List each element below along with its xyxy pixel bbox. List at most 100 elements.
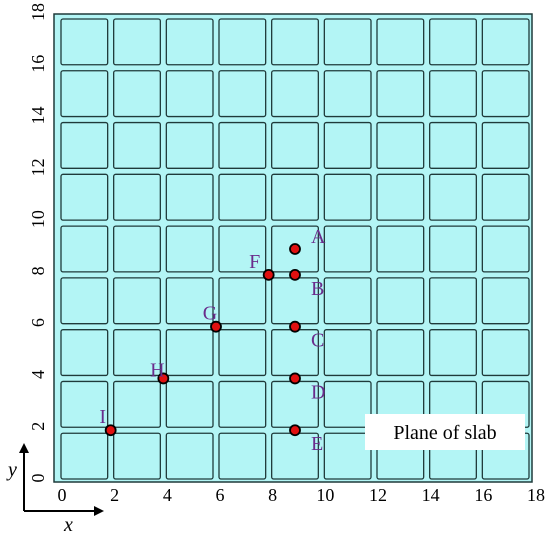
slab-cell — [218, 277, 267, 325]
slab-cell — [60, 277, 109, 325]
slab-cell — [481, 70, 530, 118]
slab-cell — [218, 225, 267, 273]
point-d-label: D — [311, 381, 325, 403]
slab-cell — [271, 121, 319, 169]
slab-cell — [271, 70, 319, 118]
y-axis-letter: y — [6, 459, 17, 481]
slab-cell — [481, 329, 530, 377]
slab-cell — [113, 380, 161, 428]
x-tick-label: 12 — [369, 485, 387, 505]
slab-cell — [113, 70, 161, 118]
slab-cell — [165, 380, 214, 428]
axes-indicator: x y — [6, 443, 104, 536]
y-tick-label: 12 — [28, 158, 48, 176]
y-tick-label: 18 — [28, 3, 48, 21]
slab-cell — [481, 18, 530, 66]
slab-cell — [165, 432, 214, 480]
slab-cell — [60, 432, 109, 480]
slab-cell — [60, 225, 109, 273]
y-tick-label: 6 — [28, 318, 48, 327]
point-i-marker — [104, 424, 117, 437]
slab-cell — [113, 225, 161, 273]
slab-cell — [218, 432, 267, 480]
point-e-marker — [289, 424, 301, 437]
y-tick-label: 10 — [28, 210, 48, 228]
point-c-label: C — [311, 330, 324, 352]
slab-cell — [481, 225, 530, 273]
x-tick-label: 0 — [58, 485, 67, 505]
slab-cell — [323, 173, 372, 221]
x-tick-label: 6 — [216, 485, 225, 505]
slab-cell — [60, 173, 109, 221]
slab-cell — [323, 121, 372, 169]
point-b-label: B — [311, 278, 324, 300]
slab-cell — [113, 173, 161, 221]
y-tick-label: 4 — [28, 370, 48, 379]
slab-cell — [218, 380, 267, 428]
slab-cell — [376, 70, 425, 118]
point-f-marker — [262, 268, 275, 281]
x-axis-ticks: 0 2 4 6 8 10 12 14 16 18 — [58, 485, 546, 505]
point-g-marker — [210, 320, 222, 333]
slab-cell — [113, 277, 161, 325]
slab-cell — [323, 277, 372, 325]
slab-cell — [481, 173, 530, 221]
slab-cell — [481, 121, 530, 169]
slab-cell — [376, 18, 425, 66]
slab-cell — [60, 380, 109, 428]
slab-cell — [429, 277, 477, 325]
slab-cell — [323, 380, 372, 428]
legend-background — [365, 414, 525, 450]
slab-cell — [165, 121, 214, 169]
slab-cell — [113, 18, 161, 66]
y-axis-arrowhead — [19, 443, 29, 453]
slab-cell — [271, 173, 319, 221]
slab-cell — [113, 121, 161, 169]
slab-cell — [481, 277, 530, 325]
slab-cell — [165, 329, 214, 377]
slab-cell — [323, 329, 372, 377]
point-a-marker — [289, 243, 301, 255]
slab-cell — [429, 329, 477, 377]
x-tick-label: 18 — [527, 485, 545, 505]
point-b-marker — [289, 268, 301, 281]
slab-cell — [376, 329, 425, 377]
x-tick-label: 14 — [422, 485, 440, 505]
slab-cell — [60, 329, 109, 377]
slab-cell — [323, 18, 372, 66]
slab-cell — [165, 225, 214, 273]
slab-cell — [218, 70, 267, 118]
point-i-label: I — [99, 406, 106, 428]
x-tick-label: 2 — [110, 485, 119, 505]
slab-cell — [165, 277, 214, 325]
point-d-marker — [289, 372, 301, 385]
slab-cell — [376, 277, 425, 325]
slab-cell — [429, 225, 477, 273]
slab-cell — [60, 18, 109, 66]
slab-cell — [271, 18, 319, 66]
x-axis-arrowhead — [94, 506, 104, 516]
slab-cell — [218, 18, 267, 66]
y-tick-label: 16 — [28, 55, 48, 73]
slab-cell — [218, 173, 267, 221]
point-c-marker — [289, 320, 301, 333]
legend-box: Plane of slab — [365, 414, 525, 450]
x-tick-label: 4 — [163, 485, 172, 505]
slab-cell — [376, 121, 425, 169]
point-a-label: A — [311, 226, 326, 248]
x-axis-letter: x — [63, 514, 73, 536]
slab-cell — [323, 225, 372, 273]
slab-cell — [60, 121, 109, 169]
slab-cell — [60, 70, 109, 118]
slab-cell — [165, 18, 214, 66]
slab-cell — [165, 70, 214, 118]
x-tick-label: 10 — [316, 485, 334, 505]
point-h-marker — [157, 372, 170, 385]
slab-cell — [113, 432, 161, 480]
slab-cell — [218, 121, 267, 169]
point-e-label: E — [311, 433, 323, 455]
point-g-label: G — [203, 303, 217, 325]
legend-label: Plane of slab — [393, 422, 496, 444]
point-h-label: H — [150, 359, 164, 381]
